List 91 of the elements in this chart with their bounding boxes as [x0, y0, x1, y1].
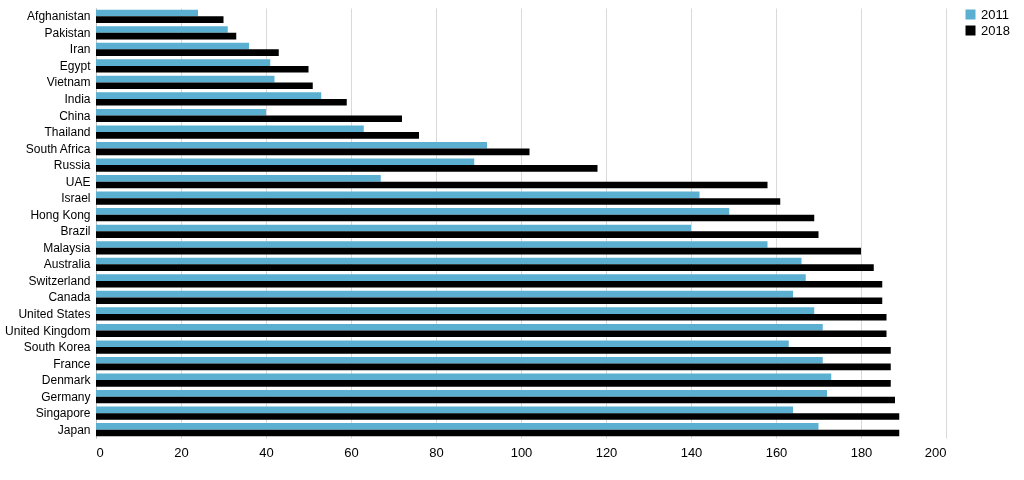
bar — [96, 42, 249, 50]
y-tick-label: Brazil — [60, 224, 91, 239]
bar — [96, 280, 883, 288]
bar — [96, 257, 802, 265]
bar — [96, 32, 237, 40]
x-tick-label: 200 — [924, 444, 947, 460]
bar — [96, 307, 815, 314]
x-tick-label: 180 — [850, 444, 873, 460]
bar — [96, 165, 598, 172]
y-tick-label: Denmark — [41, 373, 92, 388]
bar — [96, 175, 381, 182]
bar — [96, 16, 224, 23]
y-tick-label: Switzerland — [28, 273, 91, 288]
bar — [96, 65, 309, 73]
y-tick-label: Japan — [57, 422, 91, 437]
y-tick-label: Singapore — [35, 406, 91, 421]
bar — [96, 396, 895, 404]
bar — [96, 264, 874, 271]
bar — [96, 413, 900, 420]
bar — [96, 158, 475, 166]
legend-label: 2018 — [981, 22, 1010, 38]
x-tick-label: 80 — [429, 444, 444, 460]
x-tick-label: 40 — [259, 444, 274, 460]
y-tick-label: Egypt — [59, 58, 92, 73]
x-tick-label: 140 — [680, 444, 703, 460]
x-tick-label: 120 — [595, 444, 618, 460]
bar — [96, 380, 891, 387]
y-tick-label: UAE — [65, 174, 91, 189]
bar — [96, 373, 832, 381]
bar — [96, 181, 768, 189]
bar — [96, 49, 279, 56]
y-tick-label: Canada — [48, 290, 91, 305]
y-tick-label: South Korea — [23, 340, 91, 355]
bar — [96, 423, 819, 430]
bar — [96, 330, 887, 338]
y-tick-label: South Africa — [25, 141, 91, 156]
bar — [96, 347, 891, 354]
bar — [96, 429, 900, 437]
y-tick-label: Hong Kong — [30, 207, 91, 222]
bar — [96, 75, 275, 83]
bar — [96, 59, 271, 66]
y-tick-label: Afghanistan — [27, 9, 91, 24]
y-tick-label: Germany — [41, 389, 91, 404]
bar — [96, 82, 313, 90]
y-tick-label: Vietnam — [46, 75, 91, 90]
bar — [96, 241, 768, 248]
bar — [96, 198, 781, 205]
bar — [96, 115, 402, 123]
x-tick-label: 60 — [344, 444, 359, 460]
y-tick-label: United Kingdom — [5, 323, 91, 338]
bar — [96, 406, 793, 414]
bar — [96, 108, 266, 116]
y-tick-label: Malaysia — [43, 240, 91, 255]
y-tick-label: Australia — [43, 257, 91, 272]
bar — [96, 274, 806, 281]
legend-label: 2011 — [981, 6, 1009, 22]
bar — [96, 125, 364, 133]
y-tick-label: Russia — [53, 158, 91, 173]
bar — [96, 340, 789, 348]
bar — [96, 148, 530, 156]
bar — [96, 214, 815, 222]
bar — [96, 191, 700, 199]
y-tick-label: Thailand — [44, 125, 91, 140]
y-tick-label: China — [59, 108, 91, 123]
bar — [96, 132, 419, 139]
y-tick-label: Iran — [69, 42, 91, 57]
bar — [96, 141, 487, 149]
bar — [96, 247, 861, 255]
bar — [96, 9, 198, 17]
bar — [96, 231, 819, 238]
x-tick-label: 160 — [765, 444, 788, 460]
bar — [96, 356, 823, 364]
y-tick-label: India — [64, 91, 91, 106]
bar — [96, 26, 228, 33]
y-tick-label: Israel — [61, 191, 91, 206]
bar — [96, 390, 827, 397]
y-tick-label: Pakistan — [44, 25, 91, 40]
bar — [96, 290, 793, 298]
bar — [96, 313, 887, 321]
bar — [96, 297, 883, 305]
bar — [96, 98, 347, 106]
x-tick-label: 100 — [510, 444, 533, 460]
bar — [96, 92, 322, 99]
x-tick-label: 20 — [174, 444, 189, 460]
x-tick-label: 0 — [96, 444, 104, 460]
bar — [96, 323, 823, 331]
bar — [96, 208, 730, 215]
y-tick-label: France — [53, 356, 91, 371]
bar — [96, 363, 891, 371]
y-tick-label: United States — [18, 306, 91, 321]
bar — [96, 224, 691, 232]
